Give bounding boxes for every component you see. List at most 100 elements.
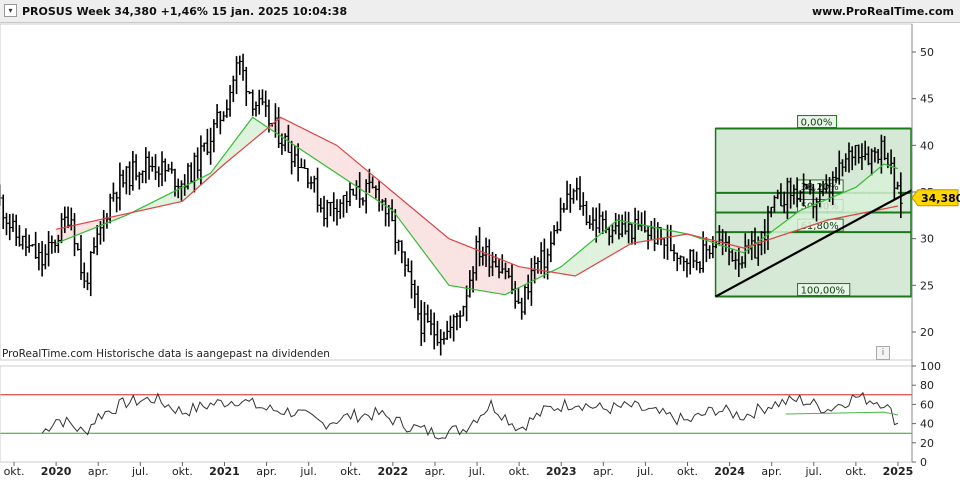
- price-bar: [130, 150, 135, 191]
- menu-dropdown-icon[interactable]: ▾: [4, 4, 17, 17]
- price-bar: [454, 312, 459, 331]
- price-bar: [338, 199, 343, 219]
- price-bar: [403, 251, 408, 277]
- price-bar: [66, 206, 71, 228]
- header-bar: ▾ PROSUS Week 34,380 +1,46% 15 jan. 2025…: [0, 0, 960, 23]
- price-bar: [305, 167, 310, 189]
- price-bar: [344, 191, 349, 213]
- price-bar: [558, 197, 563, 232]
- price-bar: [237, 55, 242, 76]
- price-bar: [163, 158, 168, 182]
- price-tick-label: 20: [920, 326, 934, 339]
- price-bar: [539, 242, 544, 275]
- price-bar: [328, 201, 333, 217]
- info-icon[interactable]: i: [876, 346, 890, 360]
- price-bar: [422, 302, 427, 343]
- price-bar: [14, 214, 19, 246]
- rsi-tick-label: 100: [920, 360, 941, 373]
- ma-cloud-segment: [869, 164, 884, 212]
- price-bar: [153, 154, 158, 180]
- price-panel: 0,00%38,20%50,00%61,80%100,00%: [0, 53, 913, 356]
- price-bar: [244, 66, 249, 107]
- ma-cloud-segment: [771, 221, 786, 239]
- price-bar: [325, 199, 330, 228]
- fib-level-tag: [797, 283, 851, 297]
- ma-cloud-segment: [350, 157, 365, 192]
- price-bar: [587, 215, 592, 229]
- x-tick-label: 2024: [714, 465, 745, 478]
- price-bar: [95, 225, 100, 256]
- price-bar: [688, 249, 693, 275]
- ma-cloud-segment: [252, 117, 267, 141]
- price-bar: [684, 258, 689, 278]
- rsi-tick-label: 60: [920, 398, 934, 411]
- ma-cloud-segment: [561, 255, 576, 276]
- x-tick-label: apr.: [761, 465, 782, 478]
- x-tick-label: apr.: [593, 465, 614, 478]
- price-bar: [85, 272, 90, 291]
- price-bar: [584, 201, 589, 226]
- ma-cloud-segment: [729, 244, 744, 253]
- price-bar: [318, 198, 323, 213]
- price-tick-label: 30: [920, 233, 934, 246]
- price-bar: [10, 213, 15, 233]
- ma-cloud-segment: [645, 225, 660, 241]
- price-bar: [662, 238, 667, 259]
- price-bar: [681, 256, 686, 272]
- price-bar: [351, 188, 356, 196]
- price-bar: [91, 237, 96, 254]
- x-tick-label: 2023: [546, 465, 577, 478]
- rsi-panel: [0, 391, 912, 440]
- price-bar: [124, 166, 129, 195]
- ma-cloud-segment: [420, 215, 435, 267]
- x-tick-label: 2020: [41, 465, 72, 478]
- price-bar: [20, 235, 25, 250]
- price-bar: [231, 75, 236, 102]
- ma-cloud-segment: [855, 175, 870, 215]
- site-link[interactable]: www.ProRealTime.com: [811, 5, 954, 18]
- price-bar: [114, 191, 119, 213]
- price-bar: [250, 89, 255, 117]
- x-tick-label: okt.: [172, 465, 193, 478]
- price-bar: [461, 305, 466, 317]
- price-bar: [555, 221, 560, 234]
- price-bar: [416, 285, 421, 321]
- price-bar: [697, 261, 702, 274]
- ma-cloud-segment: [322, 138, 337, 174]
- price-bar: [561, 202, 566, 213]
- ma-cloud-segment: [799, 204, 814, 230]
- price-bar: [552, 225, 557, 246]
- price-bar: [36, 243, 41, 271]
- ma-cloud-segment: [84, 220, 99, 233]
- price-bar: [322, 195, 327, 227]
- x-tick-label: okt.: [340, 465, 361, 478]
- price-bar: [441, 331, 446, 345]
- price-bar: [17, 225, 22, 247]
- fib-level-label: 100,00%: [801, 286, 846, 297]
- price-tick-label: 45: [920, 93, 934, 106]
- price-bar: [23, 228, 28, 257]
- price-bar: [302, 159, 307, 169]
- price-bar: [545, 248, 550, 280]
- fib-level-tag: [797, 115, 838, 129]
- price-bar: [166, 163, 171, 172]
- x-tick-label: jul.: [131, 465, 149, 478]
- price-bar: [691, 249, 696, 268]
- price-bar: [432, 312, 437, 350]
- x-tick-label: apr.: [88, 465, 109, 478]
- price-bar: [438, 329, 443, 356]
- price-bar: [419, 300, 424, 347]
- rsi-line: [41, 391, 899, 440]
- price-tick-label: 40: [920, 139, 934, 152]
- chart-title: PROSUS Week 34,380 +1,46% 15 jan. 2025 1…: [22, 5, 348, 18]
- price-bar: [341, 194, 346, 218]
- price-bar: [581, 192, 586, 216]
- price-bar: [597, 203, 602, 234]
- price-bar: [458, 310, 463, 328]
- rsi-frame: [0, 365, 913, 463]
- last-price-tag: [911, 189, 959, 207]
- price-bar: [694, 251, 699, 271]
- ma-cloud-segment: [827, 193, 842, 220]
- ma-cloud-segment: [224, 136, 239, 164]
